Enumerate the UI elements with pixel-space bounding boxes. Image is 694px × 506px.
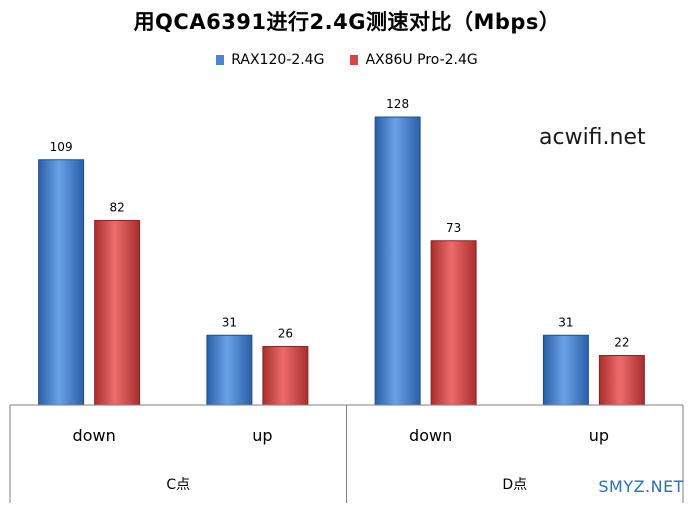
data-label-1-1: 109: [50, 140, 73, 154]
category-label-1: down: [73, 426, 116, 445]
bar-1-3: [374, 116, 421, 406]
bar-1-4: [542, 334, 589, 406]
corner-watermark: SMYZ.NET: [598, 477, 684, 496]
group-label-2: D点: [502, 477, 527, 493]
data-label-2-4: 22: [614, 336, 629, 350]
bar-2-2: [262, 346, 309, 406]
legend-item-series-2: AX86U Pro-2.4G: [350, 52, 478, 68]
bar-2-3: [430, 240, 477, 406]
data-label-2-1: 82: [109, 201, 124, 215]
data-label-2-3: 73: [446, 221, 461, 235]
chart-title: 用QCA6391进行2.4G测速对比（Mbps）: [133, 10, 561, 34]
legend-swatch-series-2: [350, 55, 359, 65]
data-label-1-3: 128: [386, 97, 409, 111]
data-label-1-2: 31: [222, 315, 237, 329]
bar-1-2: [206, 334, 253, 406]
bar-2-1: [94, 220, 141, 406]
category-label-4: up: [589, 426, 609, 445]
data-label-1-4: 31: [558, 315, 573, 329]
chart-legend: RAX120-2.4G AX86U Pro-2.4G: [0, 52, 694, 68]
category-label-3: down: [409, 426, 452, 445]
bar-2-4: [598, 355, 645, 406]
legend-label-series-2: AX86U Pro-2.4G: [365, 52, 478, 68]
legend-label-series-1: RAX120-2.4G: [231, 52, 325, 68]
data-label-2-2: 26: [278, 327, 293, 341]
category-label-2: up: [252, 426, 272, 445]
group-label-1: C点: [166, 477, 190, 493]
bar-1-1: [38, 159, 85, 406]
site-watermark: acwifi.net: [539, 125, 646, 150]
legend-swatch-series-1: [216, 55, 225, 65]
legend-item-series-1: RAX120-2.4G: [216, 52, 324, 68]
